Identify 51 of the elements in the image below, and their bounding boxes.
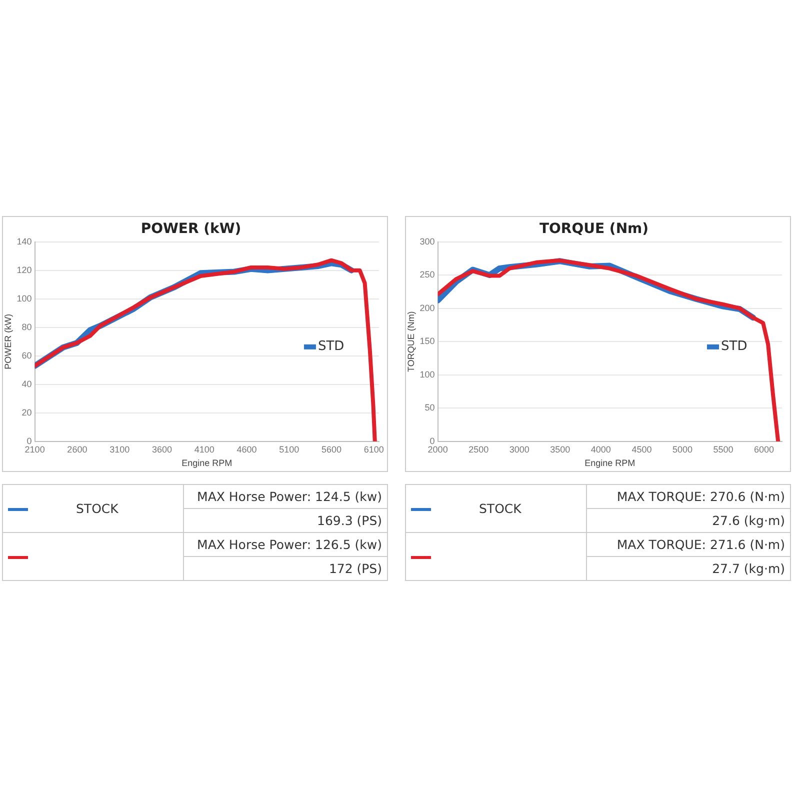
x-tick-label: 4100 xyxy=(194,444,214,454)
y-tick-label: 150 xyxy=(420,336,435,346)
text: 172 (PS) xyxy=(184,556,388,580)
text: STOCK xyxy=(76,501,118,516)
y-tick-label: 300 xyxy=(420,236,435,246)
y-tick-label: 20 xyxy=(22,407,32,418)
x-tick-label: 3500 xyxy=(550,444,570,454)
x-tick-label: 4500 xyxy=(632,444,652,454)
text: 169.3 (PS) xyxy=(184,508,388,532)
y-tick-label: 80 xyxy=(22,322,32,332)
y-tick-label: 0 xyxy=(26,436,32,446)
x-tick-label: 5000 xyxy=(672,444,693,454)
y-tick-label: 100 xyxy=(420,369,435,380)
legend-label: STD xyxy=(721,338,748,354)
x-tick-label: 3100 xyxy=(110,444,130,454)
x-tick-label: 4600 xyxy=(236,444,257,454)
chart-title: POWER (kW) xyxy=(140,221,242,238)
x-tick-label: 5600 xyxy=(321,444,342,454)
x-tick-label: 6000 xyxy=(754,444,774,454)
chart-title: TORQUE (Nm) xyxy=(539,221,649,238)
x-tick-label: 5500 xyxy=(713,444,734,454)
x-tick-label: 5100 xyxy=(279,444,300,454)
y-tick-label: 250 xyxy=(420,270,435,280)
y-tick-label: 0 xyxy=(430,436,435,446)
text: STOCK xyxy=(479,501,522,516)
y-tick-label: 50 xyxy=(424,402,435,413)
text: MAX Horse Power: 126.5 (kw) xyxy=(184,532,388,556)
text: MAX TORQUE: 271.6 (N·m) xyxy=(586,532,790,556)
y-axis-title: TORQUE (Nm) xyxy=(406,311,416,372)
text: 27.6 (kg·m) xyxy=(586,508,790,532)
x-tick-label: 6100 xyxy=(364,444,384,454)
text: MAX TORQUE: 270.6 (N·m) xyxy=(586,484,790,508)
y-tick-label: 140 xyxy=(16,236,32,246)
x-tick-label: 2100 xyxy=(24,444,45,454)
y-tick-label: 100 xyxy=(16,293,32,304)
x-axis-title: Engine RPM xyxy=(182,458,232,468)
x-axis-title: Engine RPM xyxy=(584,458,636,468)
y-axis-title: POWER (kW) xyxy=(2,314,13,370)
x-tick-label: 4000 xyxy=(590,444,611,454)
legend-label: STD xyxy=(318,338,344,354)
y-tick-label: 200 xyxy=(420,302,435,313)
y-tick-label: 40 xyxy=(22,378,32,389)
text: MAX Horse Power: 124.5 (kw) xyxy=(184,484,388,508)
x-tick-label: 2500 xyxy=(468,444,489,454)
x-tick-label: 3600 xyxy=(152,444,172,454)
y-tick-label: 120 xyxy=(16,264,32,275)
x-tick-label: 2600 xyxy=(67,444,88,454)
text: 27.7 (kg·m) xyxy=(586,556,790,580)
x-tick-label: 2000 xyxy=(428,444,448,454)
y-tick-label: 60 xyxy=(22,350,32,360)
x-tick-label: 3000 xyxy=(509,444,530,454)
